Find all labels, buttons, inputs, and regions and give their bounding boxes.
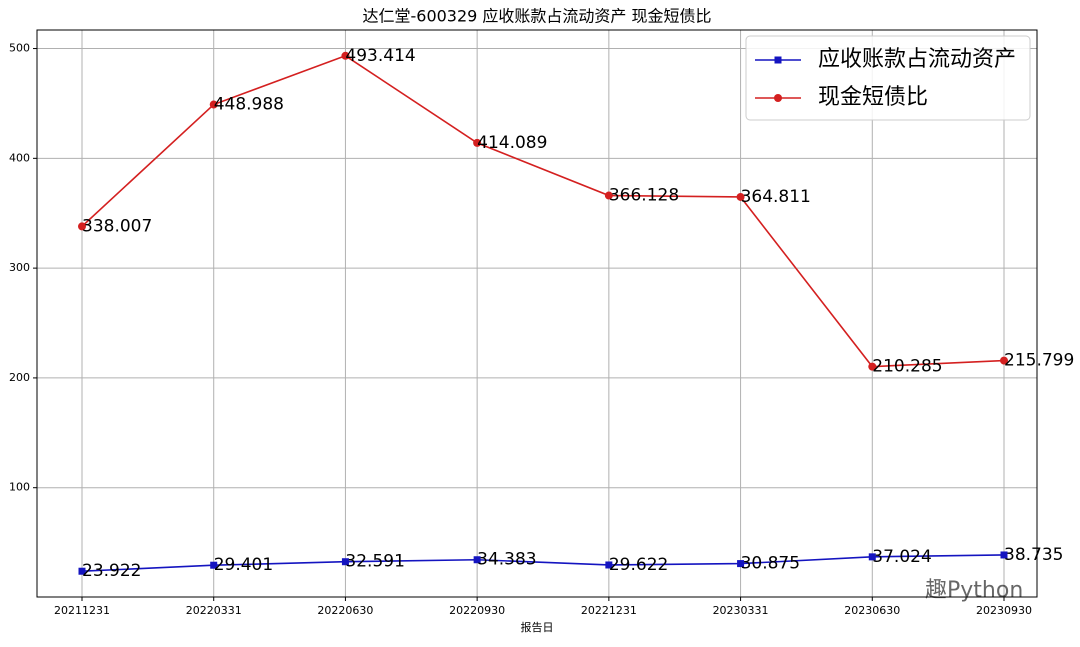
series-line (81, 54, 1005, 368)
marker (78, 567, 86, 575)
data-label: 215.799 (1004, 351, 1074, 371)
x-tick-label: 20211231 (54, 604, 110, 617)
x-tick-label: 20220630 (317, 604, 373, 617)
marker (1000, 551, 1008, 559)
data-label: 366.128 (609, 186, 679, 206)
marker (341, 51, 350, 60)
data-label: 414.089 (477, 133, 547, 153)
plot-frame (36, 29, 1038, 598)
marker (604, 191, 613, 200)
data-label: 210.285 (872, 357, 942, 377)
chart-title: 达仁堂-600329 应收账款占流动资产 现金短债比 (362, 7, 711, 26)
watermark: 趣Python (925, 578, 1023, 603)
marker (605, 561, 613, 569)
data-label: 493.414 (345, 46, 415, 66)
data-label: 23.922 (82, 561, 141, 581)
marker (473, 556, 481, 564)
legend-label: 现金短债比 (818, 85, 928, 110)
data-label: 364.811 (741, 187, 811, 207)
marker (210, 561, 218, 569)
legend-box (745, 35, 1031, 121)
marker (736, 192, 745, 201)
data-label: 38.735 (1004, 545, 1063, 565)
x-tick-label: 20221231 (581, 604, 637, 617)
data-label: 448.988 (214, 95, 284, 115)
data-label: 37.024 (872, 547, 931, 567)
x-tick-label: 20230930 (976, 604, 1032, 617)
marker (868, 553, 876, 561)
x-tick-label: 20220331 (186, 604, 242, 617)
marker (473, 138, 482, 147)
x-tick-label: 20220930 (449, 604, 505, 617)
marker (774, 94, 782, 102)
series-line (81, 554, 1005, 573)
marker (1000, 356, 1008, 365)
marker (868, 362, 877, 371)
data-label: 30.875 (741, 554, 800, 574)
marker (209, 100, 218, 109)
data-label: 29.622 (609, 555, 668, 575)
x-axis-label: 报告日 (521, 620, 554, 634)
marker (737, 560, 745, 568)
y-tick-label: 500 (9, 42, 30, 55)
data-label: 338.007 (82, 216, 152, 236)
x-tick-label: 20230331 (713, 604, 769, 617)
data-label: 32.591 (345, 552, 404, 572)
legend-label: 应收账款占流动资产 (818, 47, 1016, 72)
marker (78, 222, 86, 231)
y-tick-label: 200 (9, 371, 30, 384)
y-tick-label: 100 (9, 481, 30, 494)
x-tick-label: 20230630 (844, 604, 900, 617)
marker (341, 558, 349, 566)
y-tick-label: 400 (9, 151, 30, 164)
y-tick-label: 300 (9, 261, 30, 274)
marker (774, 56, 782, 64)
data-label: 34.383 (477, 550, 536, 570)
data-label: 29.401 (214, 555, 273, 575)
